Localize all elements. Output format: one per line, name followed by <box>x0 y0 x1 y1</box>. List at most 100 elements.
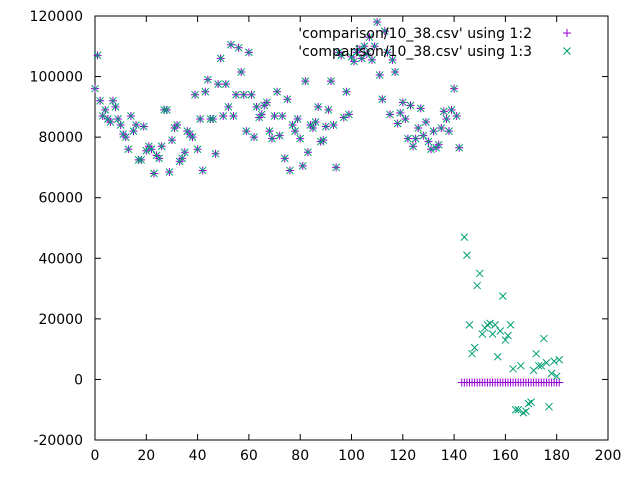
data-point <box>380 27 389 35</box>
legend-marker <box>563 47 571 55</box>
data-point <box>250 133 258 141</box>
data-point <box>111 103 120 111</box>
data-point <box>286 166 294 175</box>
data-marks <box>91 18 564 417</box>
data-point <box>137 156 146 164</box>
data-point <box>337 51 346 60</box>
series-2 <box>91 18 564 417</box>
data-point <box>245 48 253 57</box>
data-point <box>555 378 564 387</box>
data-point <box>406 101 415 110</box>
data-point <box>488 330 497 338</box>
data-point <box>121 133 130 141</box>
data-point <box>452 112 461 120</box>
data-point <box>468 349 476 358</box>
legend-marker <box>563 29 571 37</box>
data-point <box>537 361 546 370</box>
data-point <box>147 145 156 154</box>
data-point <box>91 84 99 93</box>
data-point <box>414 124 423 132</box>
data-point <box>363 50 371 58</box>
x-tick-label: 40 <box>189 448 207 464</box>
data-point <box>293 115 302 123</box>
x-tick-label: 160 <box>492 448 519 464</box>
data-point <box>150 169 158 178</box>
data-point <box>188 133 197 141</box>
data-point <box>442 115 451 123</box>
data-point <box>434 140 443 149</box>
data-point <box>373 18 382 26</box>
data-point <box>491 321 499 329</box>
x-tick-label: 200 <box>595 448 622 464</box>
data-point <box>319 136 328 145</box>
data-point <box>114 115 122 123</box>
data-point <box>268 134 276 143</box>
data-point <box>216 54 225 63</box>
data-point <box>447 106 456 114</box>
data-point <box>419 131 428 140</box>
data-point <box>93 51 102 60</box>
data-point <box>465 321 474 329</box>
data-point <box>247 90 256 99</box>
y-tick-label: 60000 <box>38 191 83 207</box>
data-point <box>550 357 558 366</box>
data-point <box>280 154 289 163</box>
data-point <box>339 113 348 122</box>
data-point <box>278 112 287 120</box>
data-point <box>301 77 310 85</box>
data-point <box>509 364 517 373</box>
data-point <box>532 349 541 358</box>
data-point <box>129 127 138 135</box>
data-point <box>342 87 351 96</box>
x-tick-label: 180 <box>543 448 570 464</box>
data-point <box>209 115 217 123</box>
data-point <box>193 145 202 154</box>
data-point <box>524 399 533 408</box>
data-point <box>398 98 407 107</box>
data-point <box>270 112 279 120</box>
data-point <box>298 162 307 170</box>
data-point <box>221 80 230 88</box>
data-point <box>483 321 492 329</box>
data-point <box>547 369 556 378</box>
data-point <box>204 75 212 84</box>
data-point <box>360 42 369 51</box>
data-point <box>224 103 233 111</box>
data-point <box>191 90 199 99</box>
data-point <box>506 321 515 329</box>
data-point <box>101 106 110 114</box>
data-point <box>227 40 235 49</box>
data-point <box>429 127 438 135</box>
data-point <box>386 110 394 119</box>
data-point <box>219 112 228 120</box>
data-point <box>409 142 417 151</box>
data-point <box>350 57 358 66</box>
data-point <box>265 127 274 135</box>
data-point <box>345 110 353 119</box>
data-point <box>106 118 115 126</box>
data-point <box>355 45 364 54</box>
data-point <box>127 112 135 120</box>
legend-label: 'comparison/10_38.csv' using 1:2 <box>298 26 532 42</box>
data-point <box>237 68 246 76</box>
data-point <box>196 115 205 123</box>
data-point <box>388 56 397 64</box>
data-point <box>555 355 564 364</box>
data-point <box>332 163 340 172</box>
legend-label: 'comparison/10_38.csv' using 1:3 <box>298 44 532 60</box>
data-point <box>273 87 281 96</box>
data-point <box>511 405 520 414</box>
data-point <box>206 115 215 123</box>
data-point <box>522 407 530 416</box>
data-point <box>275 131 284 140</box>
data-point <box>239 90 248 99</box>
y-tick-label: 0 <box>74 372 83 388</box>
data-point <box>437 124 446 132</box>
data-point <box>383 48 392 57</box>
data-point <box>329 121 338 129</box>
data-point <box>445 127 453 135</box>
y-tick-label: 40000 <box>38 251 83 267</box>
data-point <box>198 166 207 175</box>
